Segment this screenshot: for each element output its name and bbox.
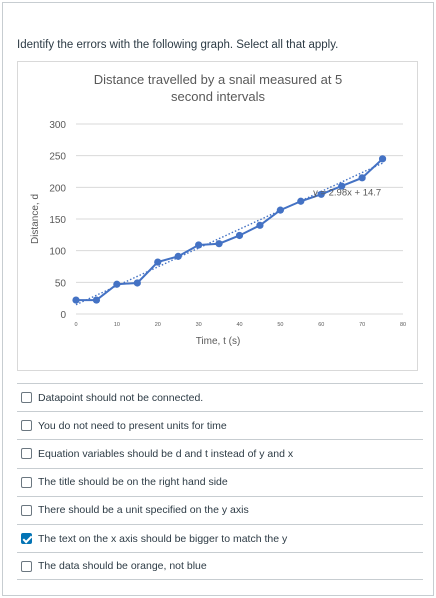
data-point [174,252,182,260]
data-point [358,174,366,182]
data-point [317,190,325,198]
answer-option-5[interactable]: The text on the x axis should be bigger … [17,523,423,552]
data-point [276,206,284,214]
data-point [113,280,121,288]
data-point [195,241,203,249]
x-axis-label: Time, t (s) [196,336,241,347]
data-point [235,231,244,240]
data-point [92,296,101,304]
data-point [133,279,141,287]
y-tick-label: 100 [49,247,66,258]
checkbox[interactable] [21,476,32,488]
y-tick-label: 150 [49,215,66,226]
data-point [378,155,387,163]
data-point [256,221,264,229]
y-axis-label: Distance, d [30,194,41,244]
data-point [338,182,346,190]
series-line [76,158,384,302]
answer-label: The title should be on the right hand si… [38,476,228,489]
answer-label: The text on the x axis should be bigger … [38,532,288,545]
y-tick-label: 300 [49,120,66,131]
x-tick-label: 20 [155,322,161,328]
answer-option-3[interactable]: The title should be on the right hand si… [17,467,423,496]
y-tick-label: 50 [55,278,67,289]
data-point [154,258,162,266]
checkbox[interactable] [21,420,32,432]
data-point [297,197,305,205]
answer-option-4[interactable]: There should be a unit specified on the … [17,495,423,524]
x-tick-label: 50 [277,322,283,328]
answer-option-2[interactable]: Equation variables should be d and t ins… [17,439,423,467]
checkbox[interactable] [21,504,32,516]
answer-option-0[interactable]: Datapoint should not be connected. [17,383,423,411]
answer-label: You do not need to present units for tim… [38,419,227,432]
question-text: Identify the errors with the following g… [17,39,339,51]
chart-svg: Distance travelled by a snail measured a… [30,72,406,347]
answer-label: Equation variables should be d and t ins… [38,447,294,460]
answer-option-1[interactable]: You do not need to present units for tim… [17,411,423,439]
checkbox[interactable] [21,448,32,460]
answer-option-6[interactable]: The data should be orange, not blue [17,552,423,581]
x-tick-label: 0 [74,322,77,328]
answer-list: Datapoint should not be connected. You d… [17,383,423,581]
chart-title: second intervals [171,89,265,104]
chart: Distance travelled by a snail measured a… [17,61,418,371]
checkbox[interactable] [21,392,32,404]
x-tick-label: 10 [114,322,120,328]
y-tick-label: 250 [49,152,66,163]
checkbox[interactable] [21,560,32,572]
x-tick-label: 40 [236,322,242,328]
trendline-equation: y = 2.98x + 14.7 [313,188,381,199]
answer-label: The data should be orange, not blue [38,560,207,573]
x-tick-label: 80 [400,322,406,328]
trendline [75,162,383,306]
y-tick-label: 200 [49,183,66,194]
data-point [215,240,223,248]
y-tick-label: 0 [60,310,66,321]
answer-label: There should be a unit specified on the … [38,504,249,517]
x-tick-label: 60 [318,322,324,328]
x-tick-label: 30 [196,322,202,328]
data-point [72,296,80,304]
answer-label: Datapoint should not be connected. [38,391,204,404]
checkbox[interactable] [21,533,32,545]
x-tick-label: 70 [359,322,365,328]
chart-title: Distance travelled by a snail measured a… [94,72,343,87]
